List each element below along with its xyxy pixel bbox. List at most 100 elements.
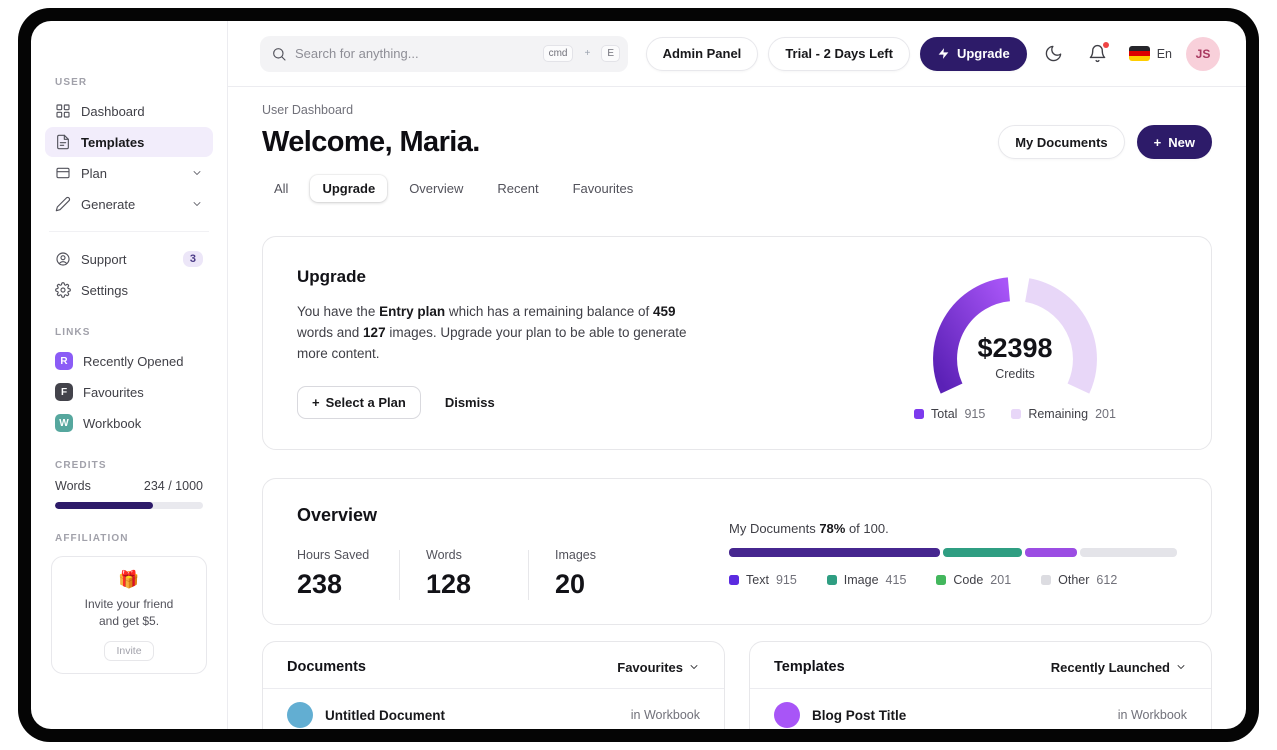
gauge-remaining-arc xyxy=(1024,278,1097,394)
document-list-item[interactable]: Untitled Document in Workbook xyxy=(263,689,724,729)
page-content: User Dashboard Welcome, Maria. My Docume… xyxy=(228,87,1246,729)
device-frame: USER Dashboard Templates Plan Generate S… xyxy=(18,8,1259,742)
search-input[interactable] xyxy=(295,46,535,61)
overview-legend: Text 915 Image 415 Code 201 xyxy=(729,573,1177,587)
notifications-button[interactable] xyxy=(1081,37,1115,71)
bottom-cards: Documents Favourites Untitled Document i… xyxy=(262,641,1212,729)
gauge-center-value: $2398 xyxy=(977,333,1052,363)
template-avatar xyxy=(774,702,800,728)
document-icon xyxy=(57,134,69,150)
new-button[interactable]: + New xyxy=(1136,125,1212,159)
documents-progress-label: My Documents 78% of 100. xyxy=(729,521,889,536)
admin-panel-button[interactable]: Admin Panel xyxy=(645,36,759,71)
gear-icon xyxy=(55,282,71,298)
sidebar-link-label: Workbook xyxy=(83,415,142,431)
tab-favourites[interactable]: Favourites xyxy=(572,181,634,196)
document-location: in Workbook xyxy=(630,708,700,722)
support-count-badge: 3 xyxy=(182,251,203,267)
overview-card-title: Overview xyxy=(297,505,378,525)
legend-code: Code 201 xyxy=(936,573,1011,587)
legend-total: Total 915 xyxy=(914,407,985,421)
link-initial-badge: R xyxy=(55,352,73,370)
overview-card: Overview Hours Saved 238 Words 128 xyxy=(262,478,1212,625)
support-icon xyxy=(56,252,70,266)
gauge-total-arc xyxy=(933,277,1011,394)
sidebar-section-links: LINKS xyxy=(55,327,91,338)
grid-icon xyxy=(56,104,70,118)
sidebar-link-favourites[interactable]: F Favourites xyxy=(45,377,213,407)
sidebar-item-generate[interactable]: Generate xyxy=(45,189,213,219)
legend-swatch xyxy=(729,575,739,585)
notification-dot xyxy=(1102,41,1109,48)
template-list-item[interactable]: Blog Post Title in Workbook xyxy=(750,689,1211,729)
legend-swatch xyxy=(826,575,837,585)
chevron-down-icon xyxy=(193,202,201,206)
progress-segment-other xyxy=(1080,548,1177,557)
search-box[interactable]: cmd + E xyxy=(260,35,628,72)
templates-filter-dropdown[interactable]: Recently Launched xyxy=(1051,660,1187,675)
templates-card: Templates Recently Launched Blog Post Ti… xyxy=(749,641,1212,729)
gauge-center-label: Credits xyxy=(995,367,1035,381)
sidebar-link-recently-opened[interactable]: R Recently Opened xyxy=(45,346,213,376)
template-location: in Workbook xyxy=(1117,708,1187,722)
sidebar-link-label: Recently Opened xyxy=(83,353,184,369)
sidebar-link-workbook[interactable]: W Workbook xyxy=(45,408,213,438)
sidebar-item-label: Settings xyxy=(81,282,128,298)
topbar-actions: Admin Panel Trial - 2 Days Left Upgrade … xyxy=(645,36,1220,71)
dismiss-button[interactable]: Dismiss xyxy=(444,394,495,410)
sidebar-item-dashboard[interactable]: Dashboard xyxy=(45,96,213,126)
page-title: Welcome, Maria. xyxy=(262,125,480,158)
sidebar-item-label: Dashboard xyxy=(81,103,145,119)
upgrade-card-title: Upgrade xyxy=(297,267,366,286)
stat-words: Words 128 xyxy=(426,548,472,599)
documents-progress-bar xyxy=(729,548,1177,557)
sidebar-item-templates[interactable]: Templates xyxy=(45,127,213,157)
plus-icon: + xyxy=(1153,134,1162,150)
credits-words-label: Words xyxy=(55,479,91,493)
chevron-down-icon xyxy=(1177,665,1185,669)
shortcut-e-key: E xyxy=(601,45,620,62)
tab-upgrade[interactable]: Upgrade xyxy=(310,175,388,202)
credits-progress-bar xyxy=(55,502,203,509)
sidebar-item-support[interactable]: Support 3 xyxy=(45,244,213,274)
sidebar: USER Dashboard Templates Plan Generate S… xyxy=(31,21,228,729)
gift-icon: 🎁 xyxy=(118,570,140,589)
legend-swatch xyxy=(914,409,925,419)
stat-divider xyxy=(399,550,400,600)
search-icon xyxy=(273,47,286,61)
germany-flag-icon xyxy=(1128,46,1150,61)
language-selector[interactable]: En xyxy=(1125,46,1176,61)
sidebar-item-settings[interactable]: Settings xyxy=(45,275,213,305)
stat-hours-saved: Hours Saved 238 xyxy=(297,548,370,599)
app-window: USER Dashboard Templates Plan Generate S… xyxy=(31,21,1246,729)
tab-recent[interactable]: Recent xyxy=(497,181,539,196)
tab-overview[interactable]: Overview xyxy=(409,181,464,196)
tab-all[interactable]: All xyxy=(274,181,289,196)
plus-icon: + xyxy=(312,394,320,410)
upgrade-button[interactable]: Upgrade xyxy=(919,36,1027,71)
user-avatar[interactable]: JS xyxy=(1186,36,1220,71)
card-icon xyxy=(56,167,70,179)
breadcrumb: User Dashboard xyxy=(262,103,354,117)
template-name: Blog Post Title xyxy=(812,707,907,723)
pencil-icon xyxy=(55,196,71,212)
sidebar-item-label: Templates xyxy=(81,134,145,150)
sidebar-item-plan[interactable]: Plan xyxy=(45,158,213,188)
credits-words-value: 234 / 1000 xyxy=(143,479,203,493)
tab-bar: All Upgrade Overview Recent Favourites xyxy=(262,175,1212,202)
my-documents-button[interactable]: My Documents xyxy=(998,125,1125,159)
documents-filter-dropdown[interactable]: Favourites xyxy=(617,660,700,675)
sidebar-item-label: Support xyxy=(81,251,127,267)
sidebar-divider xyxy=(49,231,209,232)
trial-status-button[interactable]: Trial - 2 Days Left xyxy=(768,36,910,71)
affiliation-card: 🎁 Invite your friend and get $5. Invite xyxy=(51,556,207,674)
select-plan-button[interactable]: + Select a Plan xyxy=(297,385,421,419)
invite-button[interactable]: Invite xyxy=(104,640,154,661)
dark-mode-toggle[interactable] xyxy=(1037,37,1071,71)
link-initial-badge: F xyxy=(55,383,73,401)
affiliation-text: Invite your friend and get $5. xyxy=(84,597,174,629)
progress-segment-code xyxy=(1024,548,1078,557)
upgrade-card-body: You have the Entry plan which has a rema… xyxy=(297,304,687,361)
main-area: cmd + E Admin Panel Trial - 2 Days Left … xyxy=(228,21,1246,729)
documents-card-title: Documents xyxy=(287,659,366,675)
